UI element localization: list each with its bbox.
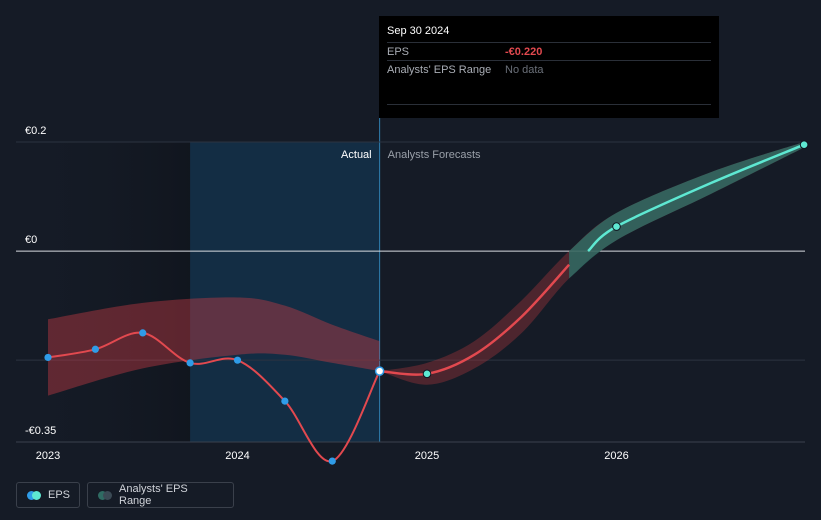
x-tick-label: 2025 [415,450,439,462]
eps-actual-point [328,457,336,465]
eps-range-band-history [48,297,380,396]
range-legend-icon [98,490,112,500]
actual-region-label: Actual [341,149,372,161]
past-shade-region [16,142,191,442]
eps-forecast-point [422,369,432,379]
y-tick-label: €0.2 [25,125,46,137]
eps-actual-point [44,353,52,362]
eps-actual-point [186,359,194,367]
tooltip-range-row: Analysts' EPS Range No data [387,60,711,78]
highlight-region [190,142,380,442]
tooltip-range-value: No data [505,64,544,76]
eps-actual-point [233,356,242,364]
legend-range-button[interactable]: Analysts' EPS Range [87,482,234,508]
x-tick-label: 2026 [604,450,628,462]
tooltip-eps-label: EPS [387,46,410,58]
x-tick-label: 2023 [36,450,60,462]
eps-legend-icon [27,490,41,500]
eps-forecast-point [612,222,621,231]
tooltip-eps-value: -€0.220 [505,46,543,58]
eps-actual-point [281,397,289,405]
forecast-region-label: Analysts Forecasts [388,149,481,161]
eps-forecast-line-negative [379,263,571,376]
tooltip-panel: Sep 30 2024 EPS -€0.220 Analysts' EPS Ra… [379,16,719,118]
eps-actual-point [91,345,99,353]
tooltip-range-label: Analysts' EPS Range [387,64,492,76]
tooltip-date: Sep 30 2024 [387,25,450,37]
x-tick-label: 2024 [225,450,249,462]
eps-actual-point [139,329,147,337]
tooltip-eps-row: EPS -€0.220 [387,42,711,60]
y-tick-label: -€0.35 [25,425,56,437]
y-tick-label: €0 [25,234,37,246]
eps-forecast-point [799,140,809,150]
legend-range-label: Analysts' EPS Range [119,483,188,507]
legend-eps-button[interactable]: EPS [16,482,80,508]
eps-current-point [374,366,385,376]
tooltip-divider [387,78,711,105]
eps-forecast-line-positive [587,143,805,253]
eps-chart: €0.2 €0 -€0.35 2023 2024 2025 2026 Actual Analys… [16,16,809,465]
eps-range-band-positive [569,142,805,279]
legend-eps-label: EPS [48,489,71,501]
